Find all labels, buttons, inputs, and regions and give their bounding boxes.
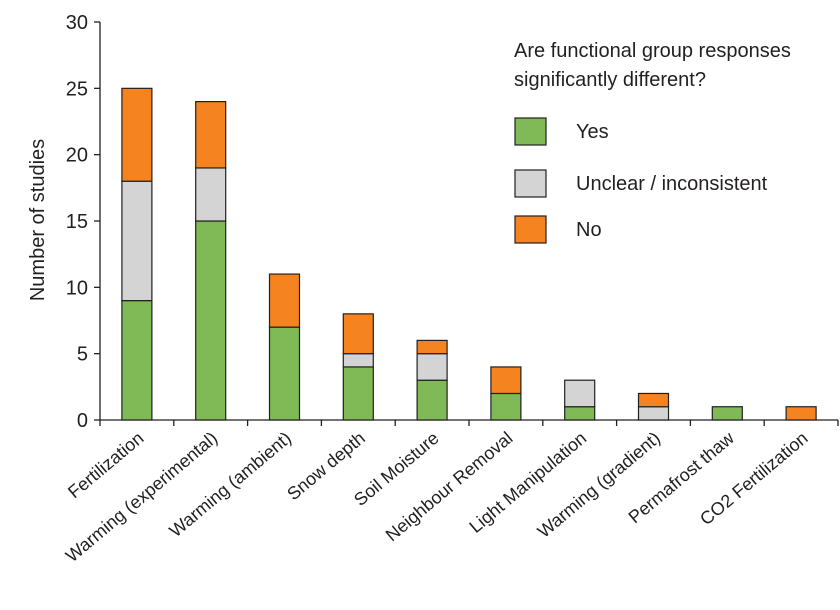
y-axis: 0 5 10 15 20 25 30 [66,12,101,432]
bar-segment [195,100,227,169]
bar-segment [416,379,448,421]
bar-segment [711,406,743,421]
bar-segment [195,220,227,421]
bar-segment [416,339,448,355]
bar-segment [416,353,448,381]
bar-segment [564,379,596,408]
y-tick-label: 0 [77,410,88,432]
bar-segment [121,180,153,302]
y-tick-label: 5 [77,344,88,366]
bar-segment [121,87,153,182]
y-tick-label: 20 [66,145,88,167]
legend-swatch [514,169,547,198]
legend-title-line2: significantly different? [514,69,706,91]
bar-segment [268,326,301,421]
legend-swatch [514,117,547,146]
legend-label: Yes [576,121,609,143]
y-tick-label: 30 [66,12,88,34]
x-category-label: Warming (gradient) [534,428,664,542]
bar-segment [637,392,670,408]
bar-segment [342,313,374,355]
bar-segment [785,406,817,421]
bar-segment [342,366,374,421]
bar-segment [490,392,522,421]
y-tick-label: 15 [66,211,88,233]
y-tick-label: 10 [66,277,88,299]
x-category-label: Warming (experimental) [62,428,221,566]
bar-segment [121,300,153,421]
x-category-label: Neighbour Removal [382,428,517,546]
y-axis-label: Number of studies [27,139,49,301]
bar-segment [342,353,374,368]
bar-segment [564,406,596,421]
x-category-label: Warming (ambient) [165,428,295,541]
bar-segment [195,167,227,222]
bars [121,87,817,421]
bar-segment [268,273,301,328]
y-tick-label: 25 [66,78,88,100]
legend-title-line1: Are functional group responses [514,40,791,62]
bar-segment [490,366,522,395]
legend: Are functional group responses significan… [514,40,791,244]
legend-label: No [576,219,602,241]
legend-swatch [514,215,547,244]
bar-segment [637,406,670,421]
legend-label: Unclear / inconsistent [576,173,768,195]
